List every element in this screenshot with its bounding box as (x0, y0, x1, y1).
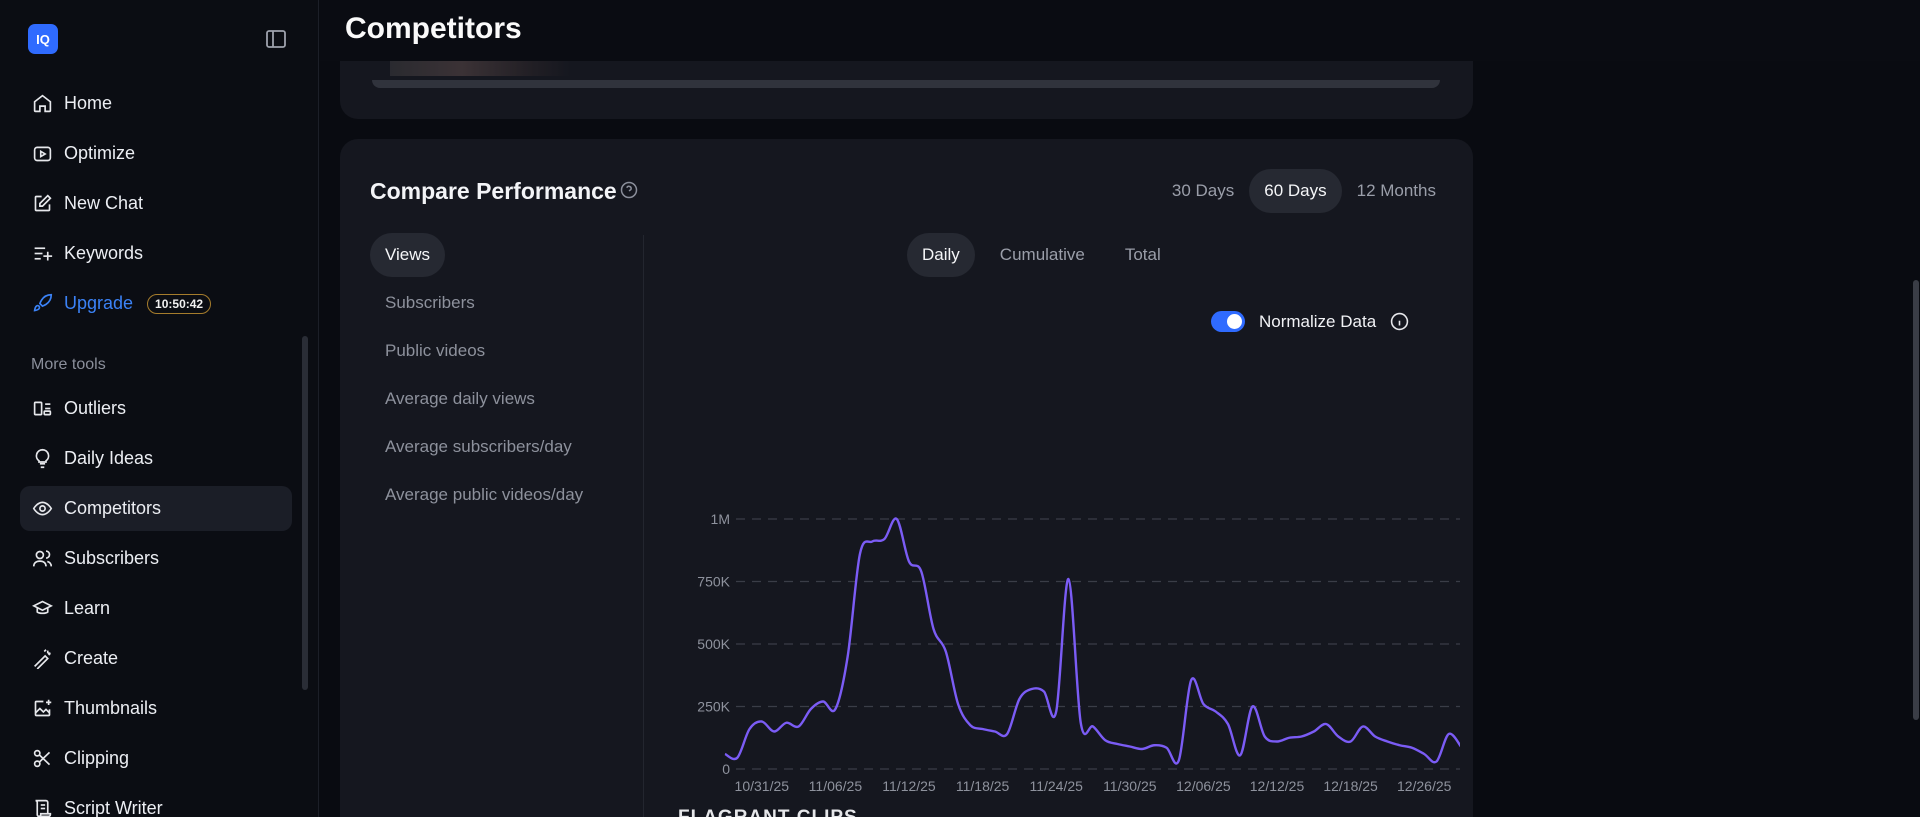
y-tick-label: 0 (722, 761, 730, 777)
y-tick-label: 1M (711, 511, 730, 527)
page-title: Competitors (345, 12, 522, 45)
range-tabs: 30 Days 60 Days 12 Months (1157, 169, 1451, 213)
normalize-control: Normalize Data (1211, 311, 1409, 332)
sidebar-item-create[interactable]: Create (20, 636, 292, 681)
sidebar: IQ Home Optimize New Chat Keywords Upgra… (0, 0, 319, 817)
sidebar-item-thumbnails[interactable]: Thumbnails (20, 686, 292, 731)
sidebar-item-outliers[interactable]: Outliers (20, 386, 292, 431)
tab-daily[interactable]: Daily (907, 233, 975, 277)
eye-icon (31, 498, 53, 520)
metric-views[interactable]: Views (370, 233, 446, 277)
normalize-label: Normalize Data (1259, 311, 1377, 331)
x-tick-label: 11/24/25 (1029, 778, 1083, 794)
tab-total[interactable]: Total (1124, 245, 1161, 264)
tab-cumulative[interactable]: Cumulative (999, 245, 1085, 264)
sidebar-item-label: Thumbnails (64, 698, 158, 718)
graduation-cap-icon (31, 598, 53, 620)
sidebar-item-new-chat[interactable]: New Chat (20, 181, 292, 226)
compare-performance-title: Compare Performance (370, 178, 617, 204)
metric-average-subscribers-day[interactable]: Average subscribers/day (385, 437, 572, 456)
x-tick-label: 12/06/25 (1176, 778, 1231, 794)
info-icon[interactable] (1390, 312, 1409, 331)
x-tick-label: 12/26/25 (1397, 778, 1452, 794)
keywords-icon (31, 243, 53, 265)
metric-subscribers[interactable]: Subscribers (385, 293, 475, 312)
header-bar (320, 0, 1920, 61)
x-tick-label: 11/18/25 (956, 778, 1010, 794)
metric-average-public-videos-day[interactable]: Average public videos/day (385, 485, 584, 504)
metric-list: Views Subscribers Public videos Average … (370, 233, 610, 521)
sidebar-toggle-icon[interactable] (264, 27, 288, 51)
sidebar-item-label: Script Writer (64, 798, 163, 817)
x-tick-label: 11/12/25 (882, 778, 936, 794)
sidebar-item-label: Upgrade (64, 293, 134, 313)
y-tick-label: 250K (697, 699, 730, 715)
more-tools-heading: More tools (31, 356, 106, 373)
x-tick-label: 12/12/25 (1250, 778, 1305, 794)
sidebar-item-label: Keywords (64, 243, 144, 263)
sidebar-item-clipping[interactable]: Clipping (20, 736, 292, 781)
views-series-line[interactable] (724, 517, 1460, 765)
sidebar-item-label: Outliers (64, 398, 127, 418)
tab-30-days[interactable]: 30 Days (1171, 181, 1235, 200)
sidebar-item-optimize[interactable]: Optimize (20, 131, 292, 176)
optimize-icon (31, 143, 53, 165)
wand-icon (31, 648, 53, 670)
upgrade-timer-badge: 10:50:42 (147, 293, 212, 314)
sidebar-item-label: Learn (64, 598, 111, 618)
sidebar-item-label: New Chat (64, 193, 144, 213)
x-tick-label: 10/31/25 (735, 778, 790, 794)
sidebar-item-script-writer[interactable]: Script Writer (20, 786, 292, 817)
sidebar-item-subscribers[interactable]: Subscribers (20, 536, 292, 581)
sidebar-item-label: Competitors (64, 498, 162, 518)
help-icon[interactable] (620, 181, 638, 199)
scissors-icon (31, 748, 53, 770)
scroll-icon (31, 798, 53, 817)
panel-divider (643, 235, 644, 817)
tab-12-months[interactable]: 12 Months (1356, 181, 1436, 200)
outliers-icon (31, 398, 53, 420)
mode-tabs: Daily Cumulative Total (907, 233, 1186, 277)
views-line-chart: 0 250K 500K 750K 1M 10/31/25 11/06/25 11/12/25 1… (697, 511, 1460, 794)
sidebar-item-upgrade[interactable]: Upgrade 10:50:42 (20, 281, 292, 326)
compare-performance-card: Compare Performance 30 Days 60 Days 12 M… (340, 139, 1473, 817)
lightbulb-icon (31, 448, 53, 470)
sidebar-item-daily-ideas[interactable]: Daily Ideas (20, 436, 292, 481)
y-tick-label: 750K (697, 574, 730, 590)
sidebar-item-label: Subscribers (64, 548, 160, 568)
app-logo[interactable]: IQ (28, 24, 58, 54)
rocket-icon (31, 293, 53, 315)
normalize-toggle[interactable] (1211, 311, 1245, 332)
home-icon (31, 93, 53, 115)
card-scroll-strip (372, 80, 1440, 88)
sidebar-item-label: Optimize (64, 143, 136, 163)
x-tick-label: 11/30/25 (1103, 778, 1157, 794)
toggle-knob (1227, 314, 1242, 329)
tab-60-days[interactable]: 60 Days (1249, 169, 1342, 213)
next-section-title: FLAGRANT CLIPS (678, 807, 858, 817)
page-scrollbar[interactable] (1913, 280, 1919, 720)
sidebar-item-learn[interactable]: Learn (20, 586, 292, 631)
x-tick-label: 12/18/25 (1323, 778, 1378, 794)
y-tick-label: 500K (697, 636, 730, 652)
edit-icon (31, 193, 53, 215)
sidebar-item-competitors[interactable]: Competitors (20, 486, 292, 531)
sidebar-item-label: Daily Ideas (64, 448, 154, 468)
users-icon (31, 548, 53, 570)
sidebar-scrollbar[interactable] (302, 336, 308, 690)
metric-average-daily-views[interactable]: Average daily views (385, 389, 535, 408)
sidebar-item-home[interactable]: Home (20, 81, 292, 126)
x-tick-label: 11/06/25 (809, 778, 863, 794)
sidebar-item-label: Home (64, 93, 113, 113)
sidebar-item-label: Create (64, 648, 119, 668)
image-plus-icon (31, 698, 53, 720)
sidebar-item-keywords[interactable]: Keywords (20, 231, 292, 276)
sidebar-item-label: Clipping (64, 748, 130, 768)
metric-public-videos[interactable]: Public videos (385, 341, 486, 360)
